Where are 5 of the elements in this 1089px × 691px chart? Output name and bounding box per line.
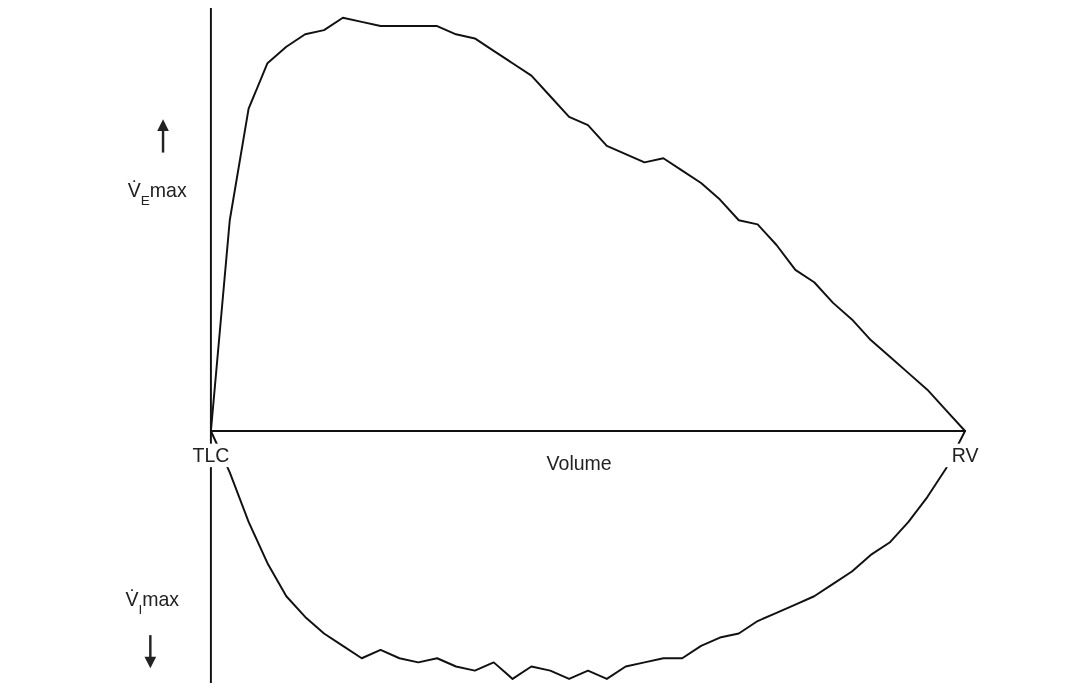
text: V̇$_{I}$max	[125, 587, 180, 617]
x-tick-label: TLC	[192, 444, 230, 467]
x-tick-label: RV	[951, 444, 979, 467]
text: V̇$_{E}$max	[127, 178, 187, 208]
x-axis-title: Volume	[546, 452, 612, 475]
